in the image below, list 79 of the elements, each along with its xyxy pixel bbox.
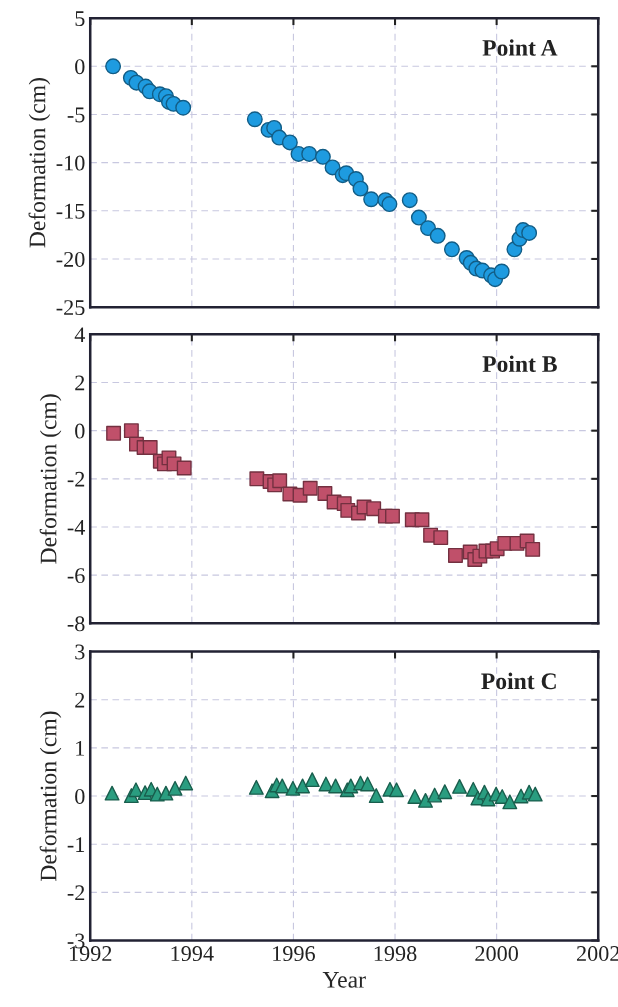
point — [363, 191, 380, 208]
y-tick-label: -4 — [67, 520, 86, 535]
point — [314, 148, 331, 165]
point — [525, 541, 541, 557]
point — [343, 778, 359, 794]
text: Point C — [481, 672, 556, 690]
y-tick-label: -1 — [67, 837, 85, 852]
y-axis-title: Deformation (cm) — [28, 78, 51, 248]
point — [176, 460, 192, 476]
y-tick-label: -6 — [67, 568, 85, 584]
point — [360, 776, 376, 792]
point — [105, 58, 122, 75]
y-tick-label: -10 — [56, 155, 85, 171]
y-tick-label: 0 — [75, 423, 85, 439]
point — [427, 787, 443, 803]
point — [389, 782, 405, 798]
text: Point A — [482, 39, 558, 56]
point — [248, 779, 264, 795]
point — [142, 440, 158, 455]
text: Point B — [482, 355, 557, 373]
y-tick-label: -5 — [67, 107, 85, 123]
y-tick-label: -25 — [56, 300, 85, 316]
y-tick-label: -2 — [67, 471, 85, 487]
point — [443, 241, 460, 258]
point — [433, 530, 449, 546]
point — [401, 192, 418, 209]
point — [158, 785, 174, 801]
point — [352, 180, 369, 197]
point — [452, 778, 468, 794]
point — [414, 512, 430, 528]
point — [301, 145, 318, 162]
point — [448, 547, 463, 563]
point — [407, 789, 423, 804]
point — [175, 99, 192, 116]
y-tick-label: 5 — [75, 11, 85, 27]
point — [285, 780, 301, 796]
y-axis-title: Deformation (cm) — [39, 711, 62, 881]
y-tick-label: -2 — [67, 885, 85, 901]
point — [437, 784, 453, 800]
point — [178, 775, 194, 791]
y-tick-label: -8 — [67, 616, 85, 632]
y-tick-label: -15 — [56, 203, 85, 219]
x-tick-label: 1996 — [273, 946, 315, 962]
point — [418, 792, 433, 808]
point — [272, 473, 288, 489]
point — [249, 471, 265, 487]
point — [274, 778, 290, 794]
y-axis-title: Deformation (cm) — [39, 394, 62, 564]
y-tick-label: 1 — [76, 740, 85, 756]
y-tick-label: 0 — [75, 59, 85, 75]
point — [429, 227, 446, 244]
point — [381, 196, 398, 213]
point — [521, 224, 538, 241]
point — [302, 480, 318, 496]
point — [527, 786, 543, 802]
point — [104, 785, 120, 801]
point — [385, 508, 400, 524]
point — [281, 134, 298, 151]
point — [123, 423, 139, 439]
y-tick-label: -20 — [56, 251, 85, 267]
point — [410, 209, 427, 226]
point — [328, 778, 344, 794]
point — [246, 111, 263, 128]
y-tick-label: 3 — [75, 644, 85, 660]
point — [304, 772, 320, 788]
point — [295, 778, 311, 794]
x-tick-label: 1998 — [374, 946, 417, 962]
x-axis-title: Year — [322, 972, 366, 988]
x-tick-label: 1994 — [171, 946, 214, 962]
y-tick-label: 2 — [75, 375, 85, 391]
point — [368, 788, 384, 804]
y-tick-label: 4 — [74, 327, 86, 343]
point — [167, 780, 183, 796]
point — [502, 794, 518, 810]
point — [106, 425, 122, 441]
point — [493, 263, 510, 280]
x-tick-label: 2000 — [475, 946, 518, 962]
y-tick-label: 2 — [75, 692, 85, 708]
y-tick-label: 0 — [75, 788, 85, 804]
